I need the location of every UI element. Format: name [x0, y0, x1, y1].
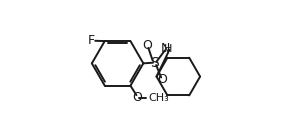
- Text: O: O: [157, 73, 167, 86]
- Text: O: O: [142, 39, 152, 52]
- Text: H: H: [164, 44, 172, 54]
- Text: O: O: [132, 91, 142, 104]
- Text: S: S: [150, 56, 159, 70]
- Text: F: F: [88, 34, 95, 47]
- Text: N: N: [161, 42, 170, 55]
- Text: CH₃: CH₃: [149, 93, 169, 103]
